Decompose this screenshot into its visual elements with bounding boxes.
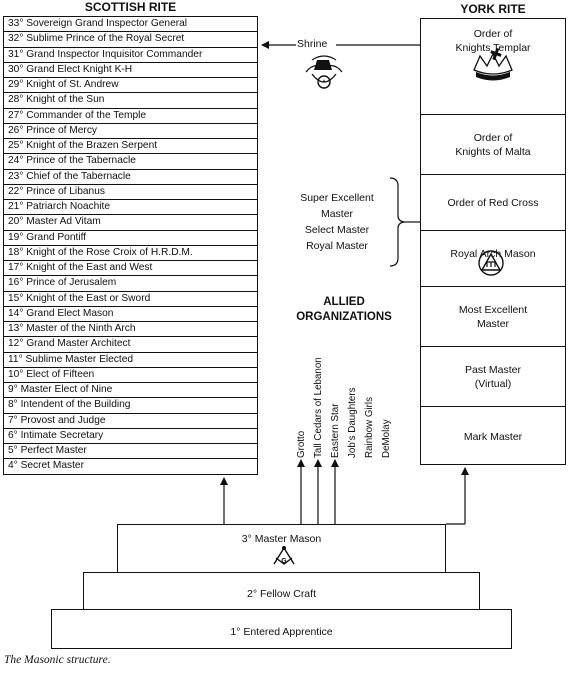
scottish-degree-row: 33° Sovereign Grand Inspector General xyxy=(4,17,257,33)
scottish-degree-row: 25° Knight of the Brazen Serpent xyxy=(4,139,257,155)
council-degrees: Super Excellent Master Select Master Roy… xyxy=(282,190,392,254)
scottish-degree-row: 14° Grand Elect Mason xyxy=(4,307,257,322)
scottish-degree-row: 30° Grand Elect Knight K-H xyxy=(4,63,257,78)
council-line-4: Royal Master xyxy=(306,240,368,252)
york-cell-line-1: Order of Red Cross xyxy=(447,196,539,209)
scottish-degree-row: 18° Knight of the Rose Croix of H.R.D.M. xyxy=(4,246,257,261)
scottish-degree-row: 19° Grand Pontiff xyxy=(4,231,257,246)
scottish-degree-row: 27° Commander of the Temple xyxy=(4,109,257,124)
scottish-degree-row: 8° Intendent of the Building xyxy=(4,398,257,414)
scottish-degree-row: 32° Sublime Prince of the Royal Secret xyxy=(4,32,257,48)
master-mason-label: 3° Master Mason xyxy=(241,533,322,545)
shrine-fez-icon xyxy=(305,55,343,89)
scottish-degree-row: 13° Master of the Ninth Arch xyxy=(4,322,257,338)
scottish-degree-row: 4° Secret Master xyxy=(8,460,84,472)
scottish-degree-row: 11° Sublime Master Elected xyxy=(4,353,257,368)
scottish-degree-row: 20° Master Ad Vitam xyxy=(4,215,257,231)
crown-icon xyxy=(473,47,513,81)
step-master-mason: 3° Master Mason xyxy=(117,524,446,574)
scottish-rite-title: SCOTTISH RITE xyxy=(84,0,177,14)
scottish-degree-row: 17° Knight of the East and West xyxy=(4,261,257,277)
york-cell-line-2: (Virtual) xyxy=(474,377,512,390)
council-line-2: Master xyxy=(320,208,354,220)
scottish-degree-row: 28° Knight of the Sun xyxy=(4,93,257,109)
scottish-degree-row: 7° Provost and Judge xyxy=(4,414,257,429)
scottish-degree-row: 10° Elect of Fifteen xyxy=(4,368,257,383)
scottish-degree-row: 16° Prince of Jerusalem xyxy=(4,276,257,292)
scottish-degree-row: 24° Prince of the Tabernacle xyxy=(4,154,257,170)
york-cell-line-2: Master xyxy=(476,317,510,330)
york-cell-line-1: Past Master xyxy=(464,363,522,376)
scottish-degree-row: 31° Grand Inspector Inquisitor Commander xyxy=(4,48,257,63)
entered-apprentice-label: 1° Entered Apprentice xyxy=(230,626,333,638)
york-cell-line-1: Royal Arch Mason xyxy=(450,248,536,260)
scottish-degree-row: 15° Knight of the East or Sword xyxy=(4,292,257,307)
york-rite-title: YORK RITE xyxy=(460,2,526,16)
york-cell-line-2: Knights of Malta xyxy=(455,145,531,158)
york-rite-cell: Order of Knights Templar xyxy=(421,19,565,115)
york-rite-cell: Order of Knights of Malta xyxy=(421,115,565,175)
york-rite-cell: Past Master (Virtual) xyxy=(421,347,565,407)
york-cell-line-1: Order of xyxy=(473,131,513,144)
scottish-degree-row: 12° Grand Master Architect xyxy=(4,337,257,353)
council-line-3: Select Master xyxy=(304,224,370,236)
step-entered-apprentice: 1° Entered Apprentice xyxy=(51,609,512,649)
royal-arch-emblem-icon xyxy=(478,250,504,276)
svg-text:G: G xyxy=(281,558,287,565)
figure-caption: The Masonic structure. xyxy=(4,654,111,666)
york-rite-cell: Mark Master xyxy=(421,407,565,466)
scottish-degree-row: 6° Intimate Secretary xyxy=(4,429,257,444)
york-rite-cell: Order of Red Cross xyxy=(421,175,565,231)
scottish-rite-column: 33° Sovereign Grand Inspector General 32°… xyxy=(3,16,258,475)
york-cell-line-1: Order of xyxy=(473,28,513,40)
scottish-degree-row: 9° Master Elect of Nine xyxy=(4,383,257,399)
york-rite-cell: Most Excellent Master xyxy=(421,287,565,347)
york-rite-cell: Royal Arch Mason xyxy=(421,231,565,287)
council-bracket xyxy=(389,177,405,267)
fellow-craft-label: 2° Fellow Craft xyxy=(247,588,316,600)
york-cell-line-2: Knights Templar xyxy=(455,42,531,54)
scottish-degree-row: 22° Prince of Libanus xyxy=(4,185,257,200)
scottish-degree-row: 23° Chief of the Tabernacle xyxy=(4,170,257,185)
scottish-degree-row: 21° Patriarch Noachite xyxy=(4,200,257,216)
allied-title-line-2: ORGANIZATIONS xyxy=(296,311,392,323)
scottish-degree-row: 26° Prince of Mercy xyxy=(4,124,257,139)
york-cell-line-1: Mark Master xyxy=(463,430,523,443)
shrine-label: Shrine xyxy=(297,38,328,50)
council-line-1: Super Excellent xyxy=(300,192,374,204)
york-rite-column: Order of Knights Templar Order of Knights o… xyxy=(420,18,566,465)
scottish-degree-row: 5° Perfect Master xyxy=(4,444,257,460)
scottish-degree-row: 29° Knight of St. Andrew xyxy=(4,78,257,94)
allied-organizations-title: ALLIED ORGANIZATIONS xyxy=(274,295,414,325)
york-cell-line-1: Most Excellent xyxy=(458,303,528,316)
step-fellow-craft: 2° Fellow Craft xyxy=(83,572,480,611)
allied-title-line-1: ALLIED xyxy=(323,296,365,308)
square-and-compass-icon: G xyxy=(273,546,295,565)
